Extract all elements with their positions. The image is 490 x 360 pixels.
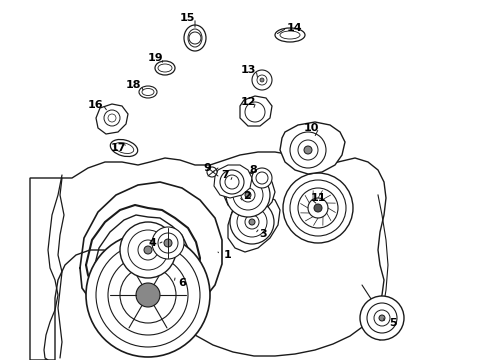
Text: 1: 1 <box>224 250 232 260</box>
Circle shape <box>290 132 326 168</box>
Text: 19: 19 <box>147 53 163 63</box>
Ellipse shape <box>114 143 134 153</box>
Circle shape <box>260 78 264 82</box>
Circle shape <box>308 198 328 218</box>
Text: 13: 13 <box>240 65 256 75</box>
Ellipse shape <box>158 64 172 72</box>
Ellipse shape <box>142 89 154 95</box>
Circle shape <box>225 175 239 189</box>
Text: 12: 12 <box>240 97 256 107</box>
Circle shape <box>144 246 152 254</box>
Circle shape <box>283 173 353 243</box>
Text: 3: 3 <box>259 229 267 239</box>
Circle shape <box>128 230 168 270</box>
Circle shape <box>298 140 318 160</box>
Circle shape <box>189 32 201 44</box>
Circle shape <box>245 192 251 198</box>
Polygon shape <box>228 195 280 252</box>
Circle shape <box>138 240 158 260</box>
Circle shape <box>256 172 268 184</box>
Circle shape <box>360 296 404 340</box>
Circle shape <box>108 255 188 335</box>
Polygon shape <box>240 96 272 126</box>
Circle shape <box>257 75 267 85</box>
Circle shape <box>86 233 210 357</box>
Text: 17: 17 <box>110 143 126 153</box>
Circle shape <box>108 114 116 122</box>
Ellipse shape <box>110 139 138 157</box>
Text: 5: 5 <box>389 318 397 328</box>
Circle shape <box>379 315 385 321</box>
Polygon shape <box>224 172 275 214</box>
Circle shape <box>233 180 263 210</box>
Ellipse shape <box>155 61 175 75</box>
Circle shape <box>220 170 244 194</box>
Circle shape <box>290 180 346 236</box>
Circle shape <box>230 200 274 244</box>
Circle shape <box>152 227 184 259</box>
Circle shape <box>104 110 120 126</box>
Circle shape <box>367 303 397 333</box>
Circle shape <box>245 215 259 229</box>
Circle shape <box>314 204 322 212</box>
Text: 9: 9 <box>203 163 211 173</box>
Circle shape <box>120 267 176 323</box>
Text: 10: 10 <box>303 123 318 133</box>
Circle shape <box>164 239 172 247</box>
Text: 11: 11 <box>310 193 326 203</box>
Circle shape <box>237 207 267 237</box>
Circle shape <box>374 310 390 326</box>
Ellipse shape <box>188 29 202 47</box>
Ellipse shape <box>280 31 300 39</box>
Circle shape <box>249 219 255 225</box>
Circle shape <box>252 70 272 90</box>
Circle shape <box>304 146 312 154</box>
Ellipse shape <box>184 25 206 51</box>
Polygon shape <box>214 165 252 198</box>
Circle shape <box>158 233 178 253</box>
Text: 15: 15 <box>179 13 195 23</box>
Circle shape <box>245 102 265 122</box>
Text: 4: 4 <box>148 238 156 248</box>
Ellipse shape <box>139 86 157 98</box>
Circle shape <box>252 168 272 188</box>
Text: 18: 18 <box>125 80 141 90</box>
Circle shape <box>120 222 176 278</box>
Circle shape <box>226 173 270 217</box>
Circle shape <box>207 167 217 177</box>
Polygon shape <box>280 122 345 174</box>
Circle shape <box>241 188 255 202</box>
Text: 8: 8 <box>249 165 257 175</box>
Text: 2: 2 <box>243 191 251 201</box>
Text: 14: 14 <box>287 23 303 33</box>
Polygon shape <box>96 104 128 134</box>
Ellipse shape <box>275 28 305 42</box>
Polygon shape <box>30 152 386 360</box>
Circle shape <box>136 283 160 307</box>
Text: 7: 7 <box>221 170 229 180</box>
Text: 16: 16 <box>87 100 103 110</box>
Circle shape <box>96 243 200 347</box>
Text: 6: 6 <box>178 278 186 288</box>
Circle shape <box>298 188 338 228</box>
